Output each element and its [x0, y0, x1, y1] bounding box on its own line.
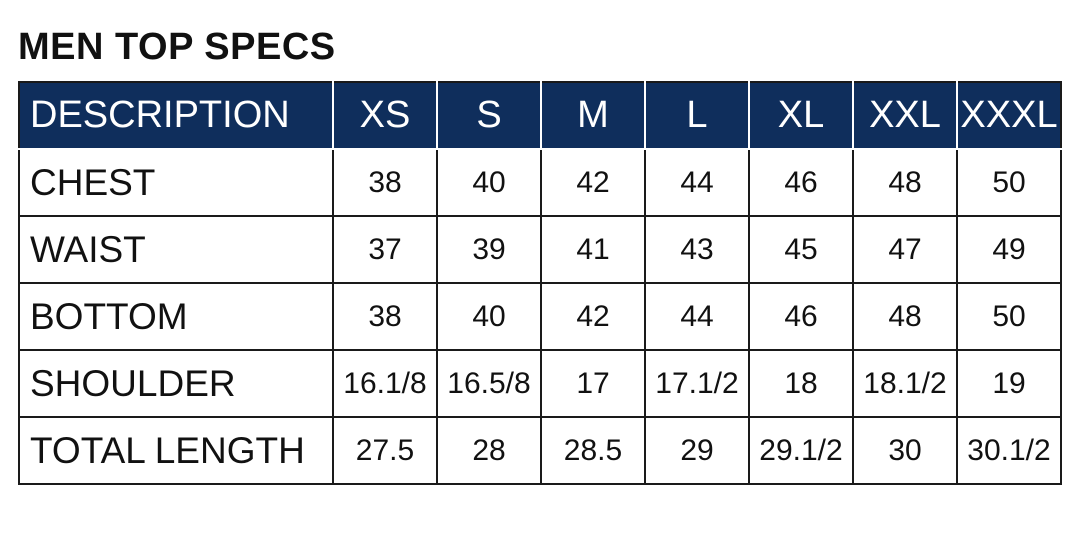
table-cell: 18	[748, 349, 854, 418]
header-size-xxxl: XXXL	[956, 81, 1062, 150]
table-cell: 44	[644, 282, 750, 351]
table-cell: 49	[956, 215, 1062, 284]
row-label: TOTAL LENGTH	[18, 416, 334, 485]
header-size-xs: XS	[332, 81, 438, 150]
header-size-s: S	[436, 81, 542, 150]
table-row-waist: WAIST 37 39 41 43 45 47 49	[18, 215, 1062, 284]
table-cell: 18.1/2	[852, 349, 958, 418]
table-cell: 48	[852, 282, 958, 351]
table-cell: 46	[748, 282, 854, 351]
table-cell: 16.5/8	[436, 349, 542, 418]
table-cell: 37	[332, 215, 438, 284]
table-header-row: DESCRIPTION XS S M L XL XXL XXXL	[18, 81, 1062, 150]
table-cell: 17.1/2	[644, 349, 750, 418]
table-cell: 45	[748, 215, 854, 284]
table-row-bottom: BOTTOM 38 40 42 44 46 48 50	[18, 282, 1062, 351]
table-cell: 50	[956, 282, 1062, 351]
header-size-xxl: XXL	[852, 81, 958, 150]
row-label: WAIST	[18, 215, 334, 284]
table-cell: 27.5	[332, 416, 438, 485]
row-label: CHEST	[18, 148, 334, 217]
header-size-xl: XL	[748, 81, 854, 150]
header-size-l: L	[644, 81, 750, 150]
table-cell: 39	[436, 215, 542, 284]
header-description: DESCRIPTION	[18, 81, 334, 150]
table-cell: 30	[852, 416, 958, 485]
table-cell: 47	[852, 215, 958, 284]
table-cell: 17	[540, 349, 646, 418]
table-cell: 42	[540, 282, 646, 351]
table-cell: 50	[956, 148, 1062, 217]
table-row-chest: CHEST 38 40 42 44 46 48 50	[18, 148, 1062, 217]
row-label: BOTTOM	[18, 282, 334, 351]
size-spec-table: DESCRIPTION XS S M L XL XXL XXXL CHEST 3…	[18, 81, 1062, 485]
table-cell: 46	[748, 148, 854, 217]
table-cell: 29	[644, 416, 750, 485]
table-cell: 28.5	[540, 416, 646, 485]
table-cell: 28	[436, 416, 542, 485]
table-cell: 30.1/2	[956, 416, 1062, 485]
table-cell: 43	[644, 215, 750, 284]
table-cell: 41	[540, 215, 646, 284]
table-cell: 44	[644, 148, 750, 217]
table-cell: 48	[852, 148, 958, 217]
row-label: SHOULDER	[18, 349, 334, 418]
table-row-shoulder: SHOULDER 16.1/8 16.5/8 17 17.1/2 18 18.1…	[18, 349, 1062, 418]
table-row-total-length: TOTAL LENGTH 27.5 28 28.5 29 29.1/2 30 3…	[18, 416, 1062, 485]
table-cell: 40	[436, 148, 542, 217]
table-cell: 38	[332, 282, 438, 351]
table-cell: 40	[436, 282, 542, 351]
table-cell: 42	[540, 148, 646, 217]
header-size-m: M	[540, 81, 646, 150]
table-cell: 29.1/2	[748, 416, 854, 485]
table-cell: 16.1/8	[332, 349, 438, 418]
page-title: MEN TOP SPECS	[18, 26, 336, 68]
table-cell: 38	[332, 148, 438, 217]
table-cell: 19	[956, 349, 1062, 418]
